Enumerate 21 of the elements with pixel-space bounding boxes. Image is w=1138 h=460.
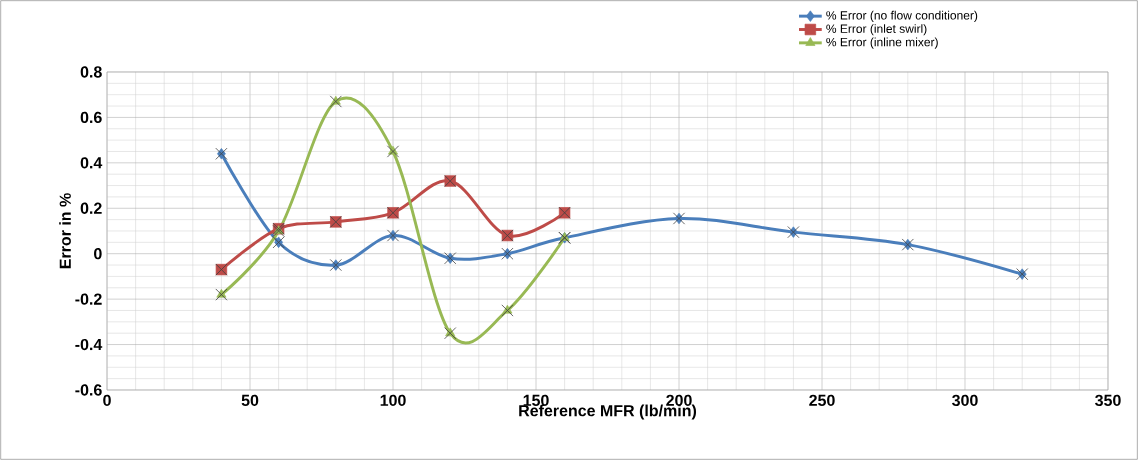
x-tick-label: 300	[952, 394, 978, 407]
y-tick-label: 0.8	[80, 66, 102, 78]
x-tick-label: 0	[103, 394, 111, 407]
x-tick-label: 250	[809, 394, 835, 407]
x-tick-label: 350	[1095, 394, 1121, 407]
legend-label: % Error (inlet swirl)	[826, 24, 927, 36]
y-tick-label: -0.2	[75, 293, 102, 305]
legend-label: % Error (inline mixer)	[826, 37, 938, 49]
x-tick-label: 150	[523, 394, 549, 407]
x-axis-title: Reference MFR (lb/min)	[519, 404, 697, 420]
y-tick-label: -0.6	[75, 384, 102, 396]
y-tick-label: -0.4	[75, 338, 103, 351]
y-tick-label: 0.6	[80, 111, 102, 124]
y-tick-label: 0	[94, 248, 102, 260]
y-tick-label: 0.4	[80, 157, 103, 169]
y-tick-label: 0.2	[80, 202, 102, 214]
y-axis-title: Error in %	[59, 193, 71, 269]
legend-label: % Error (no flow conditioner)	[826, 10, 978, 22]
x-tick-label: 200	[666, 394, 692, 407]
x-tick-label: 50	[241, 394, 259, 407]
x-tick-label: 100	[380, 394, 406, 407]
